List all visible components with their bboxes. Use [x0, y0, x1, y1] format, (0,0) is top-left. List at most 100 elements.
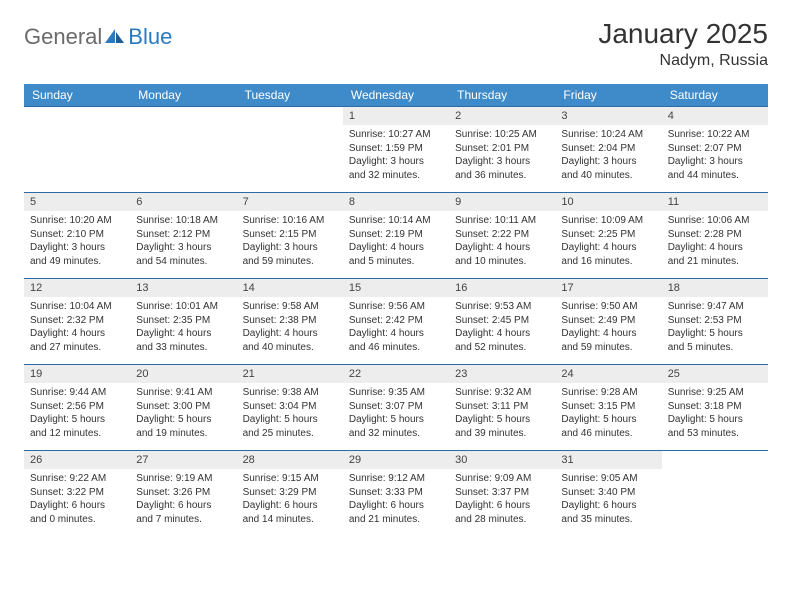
- day-info: Sunrise: 10:14 AMSunset: 2:19 PMDaylight…: [343, 211, 449, 272]
- calendar-row: 26Sunrise: 9:22 AMSunset: 3:22 PMDayligh…: [24, 451, 768, 537]
- calendar-header-row: SundayMondayTuesdayWednesdayThursdayFrid…: [24, 84, 768, 107]
- calendar-cell: 3Sunrise: 10:24 AMSunset: 2:04 PMDayligh…: [555, 107, 661, 193]
- day-info: Sunrise: 10:04 AMSunset: 2:32 PMDaylight…: [24, 297, 130, 358]
- logo-sail-icon: [104, 28, 126, 46]
- day-number: 17: [555, 279, 661, 297]
- calendar-cell: 17Sunrise: 9:50 AMSunset: 2:49 PMDayligh…: [555, 279, 661, 365]
- day-number: 2: [449, 107, 555, 125]
- calendar-cell: 6Sunrise: 10:18 AMSunset: 2:12 PMDayligh…: [130, 193, 236, 279]
- day-number: 20: [130, 365, 236, 383]
- calendar-cell: 4Sunrise: 10:22 AMSunset: 2:07 PMDayligh…: [662, 107, 768, 193]
- calendar-cell: 27Sunrise: 9:19 AMSunset: 3:26 PMDayligh…: [130, 451, 236, 537]
- day-number: 14: [237, 279, 343, 297]
- day-info: Sunrise: 9:47 AMSunset: 2:53 PMDaylight:…: [662, 297, 768, 358]
- calendar-row: 12Sunrise: 10:04 AMSunset: 2:32 PMDaylig…: [24, 279, 768, 365]
- day-number: 1: [343, 107, 449, 125]
- calendar-row: 19Sunrise: 9:44 AMSunset: 2:56 PMDayligh…: [24, 365, 768, 451]
- calendar-cell: 9Sunrise: 10:11 AMSunset: 2:22 PMDayligh…: [449, 193, 555, 279]
- day-number: 15: [343, 279, 449, 297]
- day-number: 7: [237, 193, 343, 211]
- weekday-header: Monday: [130, 84, 236, 107]
- day-number: 5: [24, 193, 130, 211]
- day-info: Sunrise: 9:22 AMSunset: 3:22 PMDaylight:…: [24, 469, 130, 530]
- logo-text-gray: General: [24, 24, 102, 50]
- calendar-cell: 19Sunrise: 9:44 AMSunset: 2:56 PMDayligh…: [24, 365, 130, 451]
- day-info: Sunrise: 10:11 AMSunset: 2:22 PMDaylight…: [449, 211, 555, 272]
- calendar-cell: 22Sunrise: 9:35 AMSunset: 3:07 PMDayligh…: [343, 365, 449, 451]
- weekday-header: Thursday: [449, 84, 555, 107]
- calendar-cell: 30Sunrise: 9:09 AMSunset: 3:37 PMDayligh…: [449, 451, 555, 537]
- calendar-cell: 2Sunrise: 10:25 AMSunset: 2:01 PMDayligh…: [449, 107, 555, 193]
- weekday-header: Tuesday: [237, 84, 343, 107]
- day-number: 16: [449, 279, 555, 297]
- day-number: 8: [343, 193, 449, 211]
- day-number: 29: [343, 451, 449, 469]
- day-info: Sunrise: 9:12 AMSunset: 3:33 PMDaylight:…: [343, 469, 449, 530]
- calendar-cell: 14Sunrise: 9:58 AMSunset: 2:38 PMDayligh…: [237, 279, 343, 365]
- calendar-cell: 8Sunrise: 10:14 AMSunset: 2:19 PMDayligh…: [343, 193, 449, 279]
- calendar-cell: 15Sunrise: 9:56 AMSunset: 2:42 PMDayligh…: [343, 279, 449, 365]
- calendar-cell: 31Sunrise: 9:05 AMSunset: 3:40 PMDayligh…: [555, 451, 661, 537]
- day-number: 19: [24, 365, 130, 383]
- day-number: 3: [555, 107, 661, 125]
- calendar-cell: 24Sunrise: 9:28 AMSunset: 3:15 PMDayligh…: [555, 365, 661, 451]
- calendar-cell: 28Sunrise: 9:15 AMSunset: 3:29 PMDayligh…: [237, 451, 343, 537]
- day-number: 6: [130, 193, 236, 211]
- calendar-cell: [237, 107, 343, 193]
- day-number: 27: [130, 451, 236, 469]
- day-info: Sunrise: 9:38 AMSunset: 3:04 PMDaylight:…: [237, 383, 343, 444]
- day-number: 13: [130, 279, 236, 297]
- logo: General Blue: [24, 24, 172, 50]
- calendar-cell: 20Sunrise: 9:41 AMSunset: 3:00 PMDayligh…: [130, 365, 236, 451]
- day-number: 24: [555, 365, 661, 383]
- day-info: Sunrise: 9:41 AMSunset: 3:00 PMDaylight:…: [130, 383, 236, 444]
- day-number: 22: [343, 365, 449, 383]
- location: Nadym, Russia: [598, 52, 768, 70]
- day-info: Sunrise: 10:01 AMSunset: 2:35 PMDaylight…: [130, 297, 236, 358]
- day-number: 26: [24, 451, 130, 469]
- calendar-cell: 13Sunrise: 10:01 AMSunset: 2:35 PMDaylig…: [130, 279, 236, 365]
- day-info: Sunrise: 10:16 AMSunset: 2:15 PMDaylight…: [237, 211, 343, 272]
- calendar-row: 1Sunrise: 10:27 AMSunset: 1:59 PMDayligh…: [24, 107, 768, 193]
- day-number: 31: [555, 451, 661, 469]
- calendar-cell: 21Sunrise: 9:38 AMSunset: 3:04 PMDayligh…: [237, 365, 343, 451]
- day-info: Sunrise: 10:09 AMSunset: 2:25 PMDaylight…: [555, 211, 661, 272]
- calendar-cell: 18Sunrise: 9:47 AMSunset: 2:53 PMDayligh…: [662, 279, 768, 365]
- day-number: 25: [662, 365, 768, 383]
- logo-text-blue: Blue: [128, 24, 172, 50]
- calendar-cell: 10Sunrise: 10:09 AMSunset: 2:25 PMDaylig…: [555, 193, 661, 279]
- day-number: 28: [237, 451, 343, 469]
- day-info: Sunrise: 10:25 AMSunset: 2:01 PMDaylight…: [449, 125, 555, 186]
- day-number: 18: [662, 279, 768, 297]
- day-info: Sunrise: 9:53 AMSunset: 2:45 PMDaylight:…: [449, 297, 555, 358]
- day-info: Sunrise: 9:19 AMSunset: 3:26 PMDaylight:…: [130, 469, 236, 530]
- day-number: 11: [662, 193, 768, 211]
- day-info: Sunrise: 9:28 AMSunset: 3:15 PMDaylight:…: [555, 383, 661, 444]
- calendar-cell: 5Sunrise: 10:20 AMSunset: 2:10 PMDayligh…: [24, 193, 130, 279]
- day-info: Sunrise: 10:27 AMSunset: 1:59 PMDaylight…: [343, 125, 449, 186]
- calendar-cell: 29Sunrise: 9:12 AMSunset: 3:33 PMDayligh…: [343, 451, 449, 537]
- day-info: Sunrise: 10:06 AMSunset: 2:28 PMDaylight…: [662, 211, 768, 272]
- day-info: Sunrise: 9:32 AMSunset: 3:11 PMDaylight:…: [449, 383, 555, 444]
- day-number: 9: [449, 193, 555, 211]
- day-number: 4: [662, 107, 768, 125]
- calendar-cell: 11Sunrise: 10:06 AMSunset: 2:28 PMDaylig…: [662, 193, 768, 279]
- day-info: Sunrise: 10:18 AMSunset: 2:12 PMDaylight…: [130, 211, 236, 272]
- weekday-header: Sunday: [24, 84, 130, 107]
- day-info: Sunrise: 9:35 AMSunset: 3:07 PMDaylight:…: [343, 383, 449, 444]
- day-number: 21: [237, 365, 343, 383]
- header: General Blue January 2025 Nadym, Russia: [24, 18, 768, 70]
- calendar-row: 5Sunrise: 10:20 AMSunset: 2:10 PMDayligh…: [24, 193, 768, 279]
- calendar-cell: [24, 107, 130, 193]
- calendar-cell: 7Sunrise: 10:16 AMSunset: 2:15 PMDayligh…: [237, 193, 343, 279]
- day-number: 12: [24, 279, 130, 297]
- day-number: 23: [449, 365, 555, 383]
- weekday-header: Saturday: [662, 84, 768, 107]
- day-info: Sunrise: 9:15 AMSunset: 3:29 PMDaylight:…: [237, 469, 343, 530]
- title-block: January 2025 Nadym, Russia: [598, 18, 768, 70]
- weekday-header: Friday: [555, 84, 661, 107]
- day-info: Sunrise: 9:50 AMSunset: 2:49 PMDaylight:…: [555, 297, 661, 358]
- day-info: Sunrise: 10:20 AMSunset: 2:10 PMDaylight…: [24, 211, 130, 272]
- day-info: Sunrise: 9:44 AMSunset: 2:56 PMDaylight:…: [24, 383, 130, 444]
- day-info: Sunrise: 9:58 AMSunset: 2:38 PMDaylight:…: [237, 297, 343, 358]
